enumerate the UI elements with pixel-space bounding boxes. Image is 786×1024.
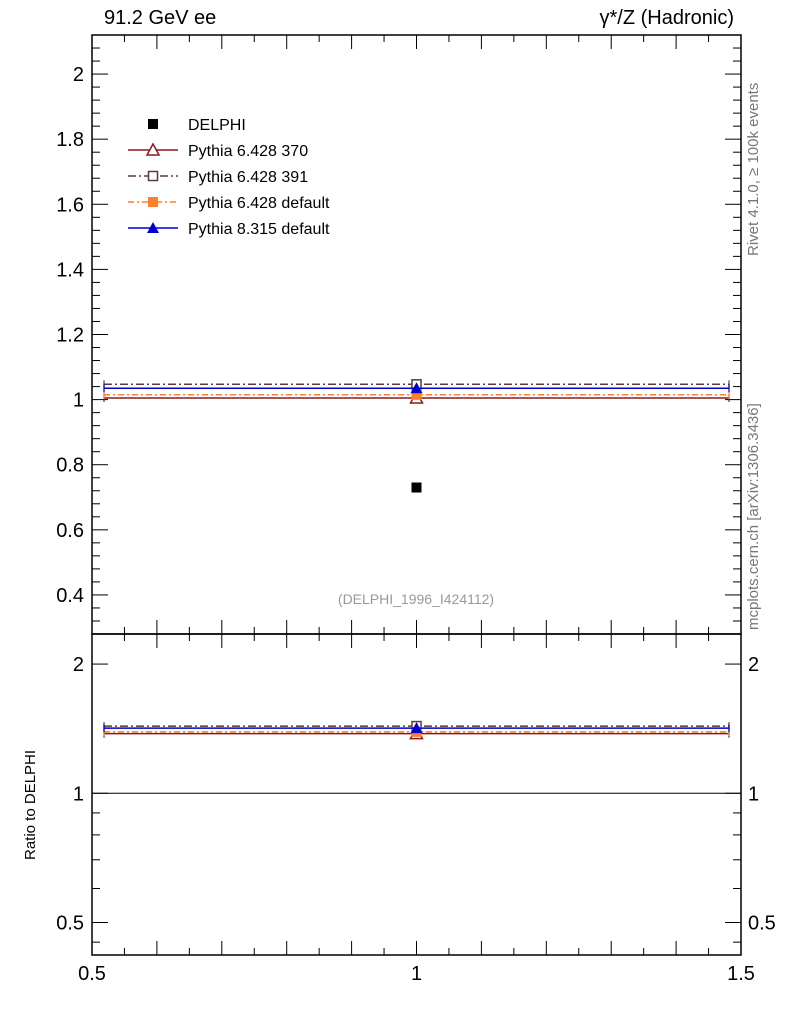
series-marker-pythia-8-315-default xyxy=(410,382,423,394)
legend-label-pythia-6-428-default: Pythia 6.428 default xyxy=(188,195,330,212)
ratio-y-tick-label: 1 xyxy=(73,783,84,805)
main-y-tick-label: 2 xyxy=(73,64,84,86)
main-y-tick-label: 0.8 xyxy=(56,455,84,477)
main-y-tick-label: 1.4 xyxy=(56,259,84,281)
ratio-y-tick-label: 0.5 xyxy=(56,912,84,934)
plot-title-energy: 91.2 GeV ee xyxy=(104,7,217,29)
legend-label-pythia-6-428-370: Pythia 6.428 370 xyxy=(188,143,308,160)
main-y-tick-label: 1.6 xyxy=(56,194,84,216)
plot-title-process: γ*/Z (Hadronic) xyxy=(599,7,734,29)
ratio-panel: 0.5 1 1.5 0.5 0.5 1 1 2 2 xyxy=(56,633,776,985)
main-y-tick-label: 1.8 xyxy=(56,129,84,151)
x-tick-label: 1 xyxy=(411,963,422,985)
legend-label-pythia-8-315-default: Pythia 8.315 default xyxy=(188,221,330,238)
main-y-tick-label: 1.2 xyxy=(56,325,84,347)
ratio-plot-frame xyxy=(91,633,742,956)
legend-marker-pythia-6-428-391 xyxy=(147,170,159,182)
main-y-tick-label: 0.6 xyxy=(56,520,84,542)
legend-marker-pythia-8-315-default xyxy=(147,222,159,233)
ratio-y-tick-label: 1 xyxy=(748,783,759,805)
x-tick-label: 1.5 xyxy=(727,963,755,985)
ratio-y-tick-label: 0.5 xyxy=(748,912,776,934)
legend-marker-delphi xyxy=(148,119,158,129)
legend-label-delphi: DELPHI xyxy=(188,117,246,134)
series-marker-pythia-6-428-default xyxy=(411,389,422,400)
legend-marker-pythia-6-428-370 xyxy=(145,142,161,156)
main-panel: 0.4 0.6 0.8 1 1.2 1.4 1.6 1.8 2 (DELPHI_1996_I424… xyxy=(56,34,742,635)
data-point-delphi xyxy=(411,482,422,493)
legend-marker-pythia-6-428-default xyxy=(148,197,158,207)
ratio-series-marker-pythia-8-315-default xyxy=(410,722,423,734)
x-tick-label: 0.5 xyxy=(78,963,106,985)
ratio-y-tick-label: 2 xyxy=(73,654,84,676)
analysis-reference-label: (DELPHI_1996_I424112) xyxy=(338,591,494,607)
legend-label-pythia-6-428-391: Pythia 6.428 391 xyxy=(188,169,308,186)
main-y-tick-label: 0.4 xyxy=(56,585,84,607)
legend: DELPHI Pythia 6.428 370 Pythia 6.428 391 Py… xyxy=(128,117,330,238)
main-y-tick-label: 1 xyxy=(73,390,84,412)
ratio-y-tick-label: 2 xyxy=(748,654,759,676)
